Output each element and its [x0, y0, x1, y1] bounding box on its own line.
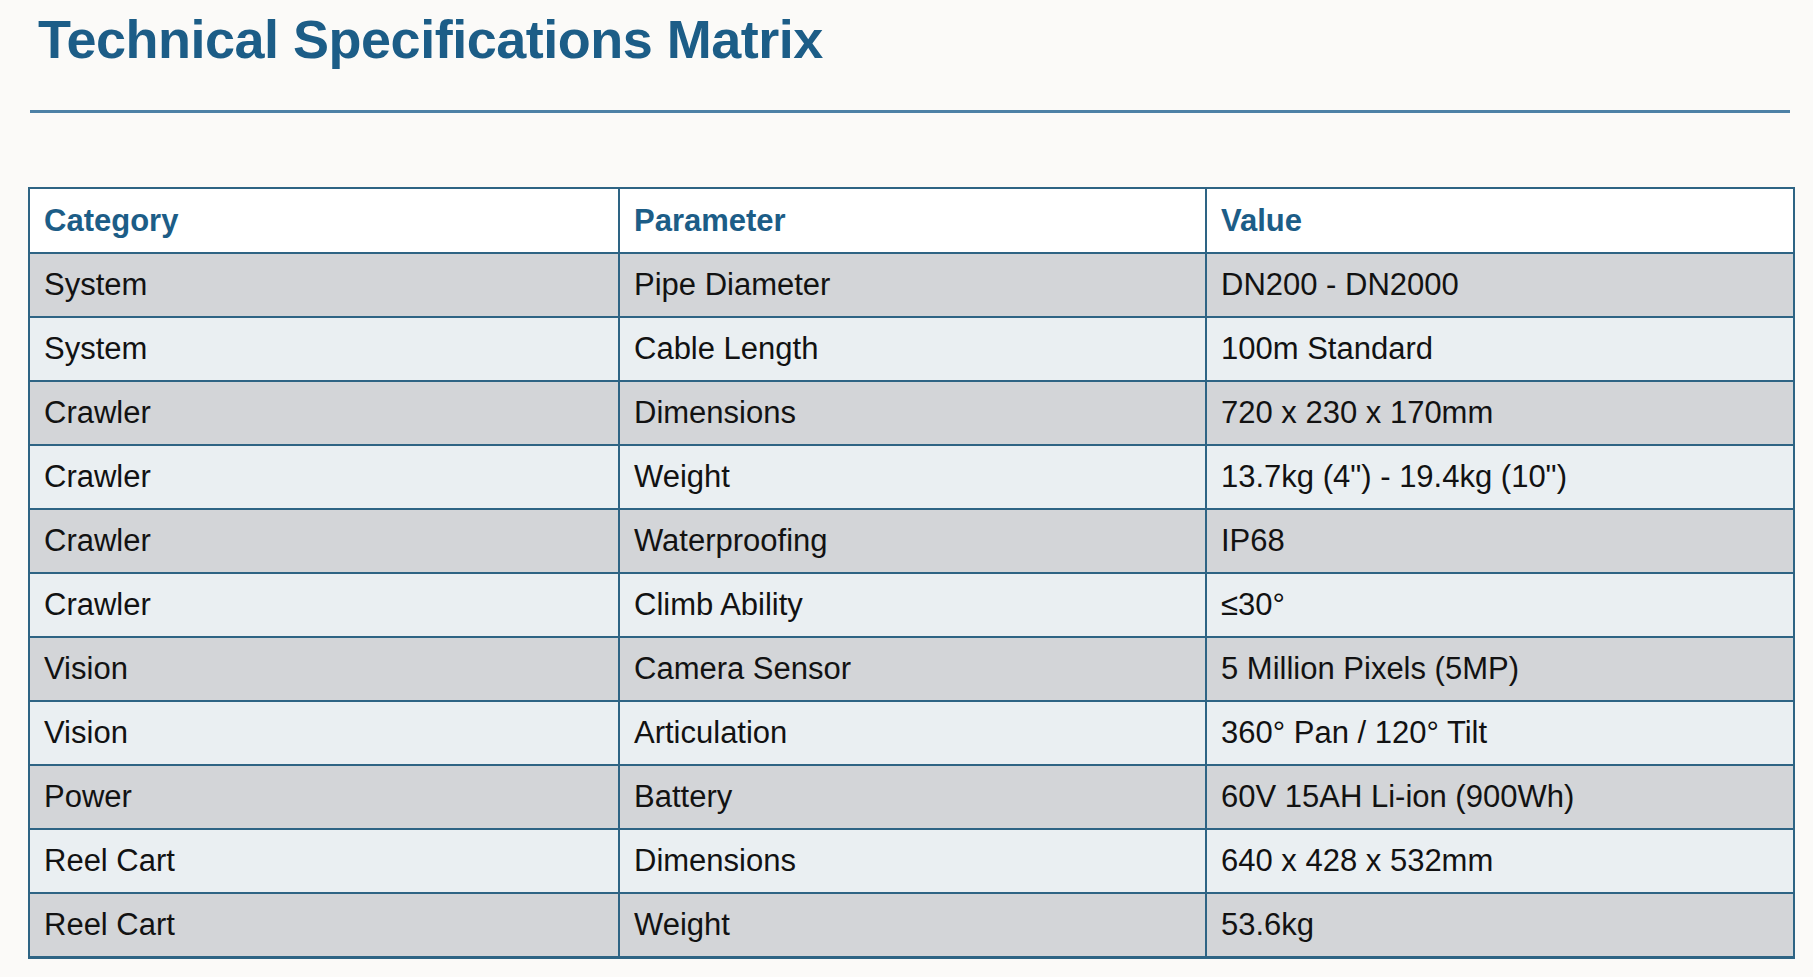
table-row: Reel CartDimensions640 x 428 x 532mm: [29, 829, 1794, 893]
table-cell: Dimensions: [619, 829, 1206, 893]
table-cell: Cable Length: [619, 317, 1206, 381]
table-cell: Battery: [619, 765, 1206, 829]
table-cell: 60V 15AH Li-ion (900Wh): [1206, 765, 1794, 829]
column-header-value: Value: [1206, 188, 1794, 253]
table-row: SystemPipe DiameterDN200 - DN2000: [29, 253, 1794, 317]
table-cell: Pipe Diameter: [619, 253, 1206, 317]
table-cell: 720 x 230 x 170mm: [1206, 381, 1794, 445]
page-title: Technical Specifications Matrix: [38, 8, 823, 70]
table-row: VisionCamera Sensor5 Million Pixels (5MP…: [29, 637, 1794, 701]
table-row: CrawlerClimb Ability≤30°: [29, 573, 1794, 637]
table-cell: Crawler: [29, 445, 619, 509]
column-header-parameter: Parameter: [619, 188, 1206, 253]
table-cell: Waterproofing: [619, 509, 1206, 573]
table-cell: Articulation: [619, 701, 1206, 765]
table-cell: Dimensions: [619, 381, 1206, 445]
table-cell: System: [29, 317, 619, 381]
table-cell: 640 x 428 x 532mm: [1206, 829, 1794, 893]
table-cell: Vision: [29, 637, 619, 701]
table-cell: System: [29, 253, 619, 317]
table-cell: 360° Pan / 120° Tilt: [1206, 701, 1794, 765]
table-header-row: Category Parameter Value: [29, 188, 1794, 253]
table-cell: Camera Sensor: [619, 637, 1206, 701]
table-row: CrawlerWeight13.7kg (4") - 19.4kg (10"): [29, 445, 1794, 509]
table-cell: Climb Ability: [619, 573, 1206, 637]
table-cell: Crawler: [29, 509, 619, 573]
table-cell: Reel Cart: [29, 893, 619, 957]
table-cell: Reel Cart: [29, 829, 619, 893]
table-row: PowerBattery60V 15AH Li-ion (900Wh): [29, 765, 1794, 829]
table-cell: 100m Standard: [1206, 317, 1794, 381]
table-cell: 13.7kg (4") - 19.4kg (10"): [1206, 445, 1794, 509]
table-cell: DN200 - DN2000: [1206, 253, 1794, 317]
table-row: VisionArticulation360° Pan / 120° Tilt: [29, 701, 1794, 765]
table-cell: 5 Million Pixels (5MP): [1206, 637, 1794, 701]
table-cell: Crawler: [29, 381, 619, 445]
table-row: CrawlerDimensions720 x 230 x 170mm: [29, 381, 1794, 445]
page: Technical Specifications Matrix Category…: [0, 0, 1813, 977]
table-cell: Weight: [619, 445, 1206, 509]
table-cell: Weight: [619, 893, 1206, 957]
table-cell: Power: [29, 765, 619, 829]
table-cell: IP68: [1206, 509, 1794, 573]
table-cell: Crawler: [29, 573, 619, 637]
table-row: SystemCable Length100m Standard: [29, 317, 1794, 381]
table-cell: Vision: [29, 701, 619, 765]
table-cell: ≤30°: [1206, 573, 1794, 637]
table-body: SystemPipe DiameterDN200 - DN2000SystemC…: [29, 253, 1794, 957]
table-row: Reel CartWeight53.6kg: [29, 893, 1794, 957]
spec-table: Category Parameter Value SystemPipe Diam…: [28, 187, 1795, 959]
table-cell: 53.6kg: [1206, 893, 1794, 957]
title-underline-rule: [30, 110, 1790, 113]
column-header-category: Category: [29, 188, 619, 253]
table-row: CrawlerWaterproofingIP68: [29, 509, 1794, 573]
